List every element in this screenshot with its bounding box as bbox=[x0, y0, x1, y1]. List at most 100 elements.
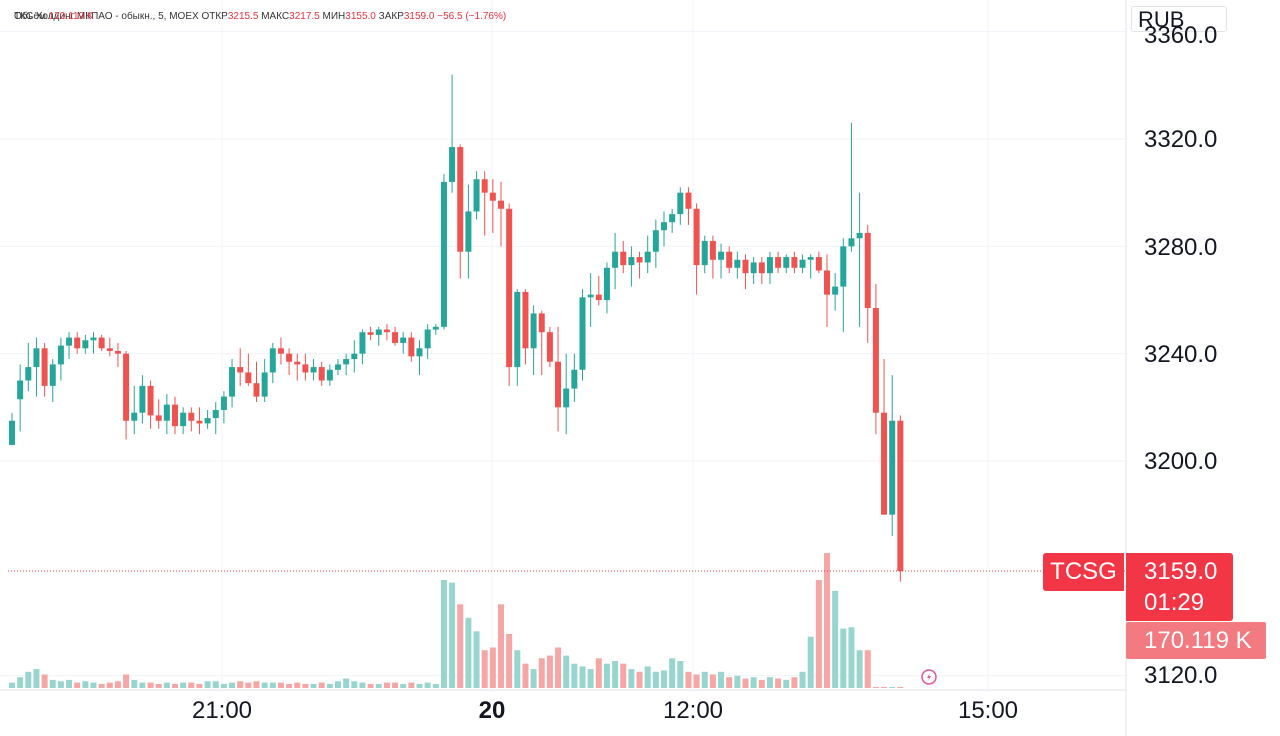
volume-bar bbox=[661, 670, 667, 688]
y-tick-label: 3120.0 bbox=[1144, 662, 1218, 689]
low-value: 3155.0 bbox=[345, 11, 376, 22]
last-price-tag: 3159.0 01:29 bbox=[1126, 553, 1233, 621]
volume-bar bbox=[677, 661, 684, 688]
volume-bar bbox=[465, 617, 472, 688]
candle-body bbox=[74, 337, 81, 349]
volume-bar bbox=[310, 683, 317, 688]
candle-body bbox=[473, 179, 480, 212]
candle-body bbox=[864, 232, 871, 309]
volume-bar bbox=[514, 650, 521, 688]
candle-body bbox=[628, 257, 635, 266]
volume-bar bbox=[775, 678, 782, 688]
candle-body bbox=[498, 200, 504, 209]
volume-bar bbox=[294, 682, 301, 688]
candle-body bbox=[709, 240, 716, 260]
volume-bar bbox=[440, 580, 447, 688]
volume-bar bbox=[530, 669, 537, 688]
candle-body bbox=[408, 337, 415, 357]
volume-bar bbox=[693, 674, 700, 688]
candle-body bbox=[856, 232, 863, 239]
candle-body bbox=[400, 337, 407, 343]
volume-bar bbox=[9, 682, 15, 688]
candle-body bbox=[775, 257, 782, 268]
volume-legend: Объём 170.119 K bbox=[14, 11, 94, 22]
symbol-tag: TCSG bbox=[1043, 553, 1124, 591]
volume-value: 170.119 K bbox=[48, 11, 94, 22]
volume-bar bbox=[726, 677, 733, 688]
volume-bar bbox=[147, 682, 154, 688]
volume-bar bbox=[824, 553, 830, 688]
candle-body bbox=[49, 364, 56, 386]
candle-body bbox=[253, 383, 260, 397]
candle-body bbox=[799, 259, 806, 268]
volume-bar bbox=[612, 661, 619, 688]
volume-bar bbox=[791, 677, 798, 688]
volume-bar bbox=[709, 674, 716, 688]
volume-bar bbox=[229, 682, 236, 688]
candle-body bbox=[359, 332, 366, 354]
volume-bar bbox=[701, 671, 708, 688]
instrument-name: ТКС Холдинг МКПАО - обыкн., 5, MOEX bbox=[14, 11, 199, 22]
candle-body bbox=[261, 372, 268, 397]
volume-bar bbox=[889, 687, 896, 688]
volume-bar bbox=[408, 682, 415, 688]
volume-bar bbox=[832, 590, 839, 688]
volume-bar bbox=[106, 682, 113, 688]
candle-body bbox=[392, 332, 399, 343]
volume-bar bbox=[538, 658, 545, 688]
candle-body bbox=[555, 361, 562, 408]
y-tick-label: 3200.0 bbox=[1144, 448, 1218, 475]
volume-bar bbox=[163, 682, 170, 688]
volume-bar bbox=[546, 655, 553, 688]
candle-body bbox=[172, 404, 178, 427]
candle-body bbox=[514, 291, 521, 368]
candle-body bbox=[139, 385, 146, 413]
volume-bar bbox=[449, 582, 456, 688]
candle-body bbox=[196, 420, 203, 424]
candle-body bbox=[147, 385, 154, 416]
candle-body bbox=[872, 308, 879, 413]
volume-bar bbox=[204, 681, 211, 688]
x-tick-label: 20 bbox=[478, 697, 506, 724]
volume-bar bbox=[82, 681, 89, 688]
candle-body bbox=[726, 251, 733, 268]
candle-body bbox=[155, 415, 162, 421]
candle-body bbox=[791, 257, 798, 268]
volume-bar bbox=[383, 682, 390, 688]
volume-bar bbox=[41, 674, 48, 688]
close-label: ЗАКР bbox=[378, 11, 404, 22]
candle-body bbox=[163, 404, 170, 421]
volume-bar bbox=[123, 674, 130, 688]
open-value: 3215.5 bbox=[227, 11, 259, 22]
volume-bar bbox=[302, 683, 309, 688]
candle-body bbox=[180, 412, 187, 427]
volume-bar bbox=[131, 679, 138, 688]
volume-bar bbox=[734, 675, 741, 688]
volume-bar bbox=[872, 687, 879, 688]
candle-body bbox=[783, 257, 790, 268]
candle-body bbox=[587, 294, 594, 298]
volume-bar bbox=[400, 683, 407, 688]
lightning-icon[interactable] bbox=[921, 669, 937, 685]
candle-body bbox=[579, 297, 586, 370]
candle-body bbox=[530, 313, 537, 349]
volume-bar bbox=[74, 682, 81, 688]
candle-body bbox=[212, 410, 219, 419]
candle-body bbox=[677, 192, 684, 215]
candle-body bbox=[563, 388, 570, 408]
currency-selector[interactable]: RUB bbox=[1131, 6, 1227, 32]
volume-bar bbox=[139, 682, 146, 688]
volume-bar bbox=[98, 683, 105, 688]
candle-body bbox=[286, 353, 293, 362]
volume-bar bbox=[212, 681, 219, 688]
candle-body bbox=[693, 208, 700, 266]
volume-bar bbox=[220, 683, 227, 688]
volume-bar bbox=[848, 627, 855, 688]
volume-bar bbox=[742, 678, 749, 688]
volume-bar bbox=[245, 682, 252, 688]
candle-body bbox=[571, 369, 578, 389]
high-value: 3217.5 bbox=[289, 11, 320, 22]
candle-body bbox=[229, 367, 236, 397]
volume-bar bbox=[718, 671, 725, 688]
